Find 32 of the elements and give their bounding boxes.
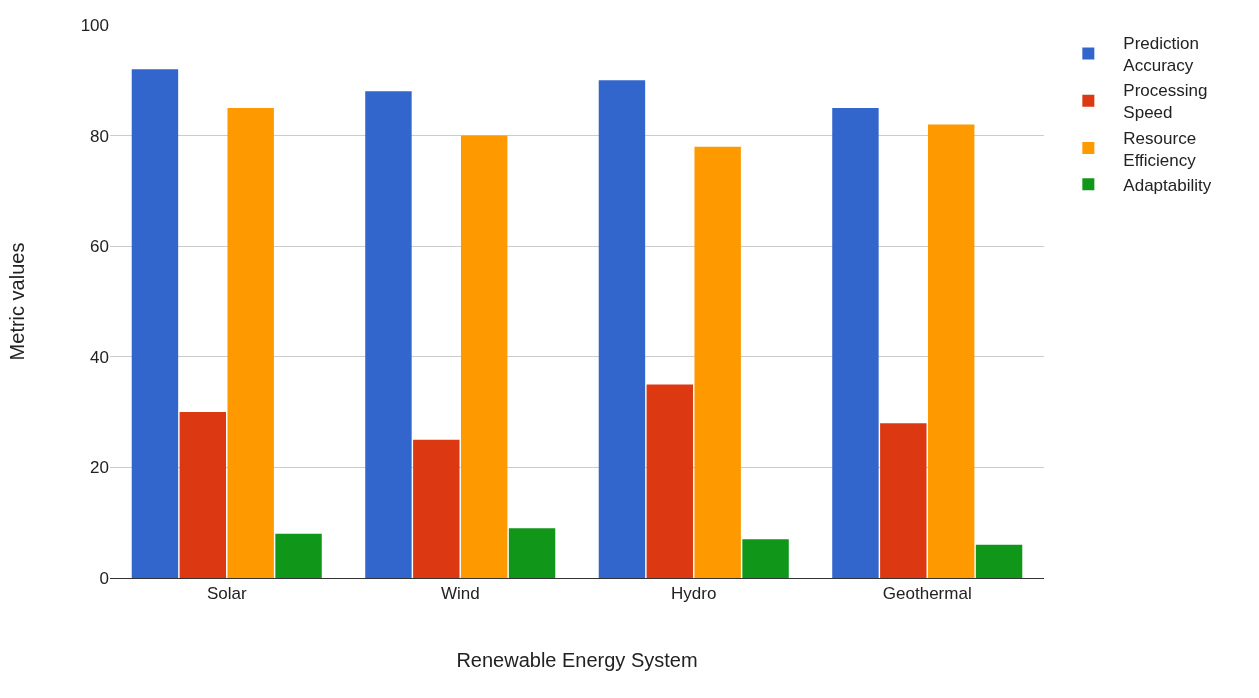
legend-label: Processing Speed <box>1123 81 1208 123</box>
bar <box>227 107 274 578</box>
bar <box>460 135 508 578</box>
bar <box>880 423 927 578</box>
y-axis-title: Metric values <box>6 242 29 361</box>
y-tick-label: 0 <box>99 568 109 588</box>
x-tick-label: Solar <box>206 584 247 604</box>
x-tick-label: Hydro <box>671 584 717 604</box>
bar <box>179 412 227 578</box>
legend-label: Adaptability <box>1123 175 1212 195</box>
bar <box>508 528 556 578</box>
bar <box>646 384 694 578</box>
legend-label: Prediction Accuracy <box>1123 34 1199 76</box>
bar <box>975 544 1023 578</box>
x-tick-label: Geothermal <box>882 584 972 604</box>
bar <box>413 439 460 578</box>
legend-label: Resource Efficiency <box>1123 128 1197 170</box>
y-tick-label: 20 <box>90 458 109 478</box>
bar <box>275 533 322 578</box>
bar <box>598 80 646 578</box>
y-tick-label: 100 <box>80 15 109 35</box>
bar <box>694 146 741 578</box>
bar <box>742 539 789 578</box>
y-tick-label: 60 <box>90 237 109 257</box>
x-tick-label: Wind <box>440 584 480 604</box>
x-axis-title: Renewable Energy System <box>456 648 698 671</box>
bar <box>365 91 412 578</box>
bar <box>131 69 179 578</box>
bar <box>832 107 879 578</box>
y-tick-label: 80 <box>90 126 109 146</box>
y-tick-label: 40 <box>90 347 109 367</box>
bar <box>927 124 975 578</box>
